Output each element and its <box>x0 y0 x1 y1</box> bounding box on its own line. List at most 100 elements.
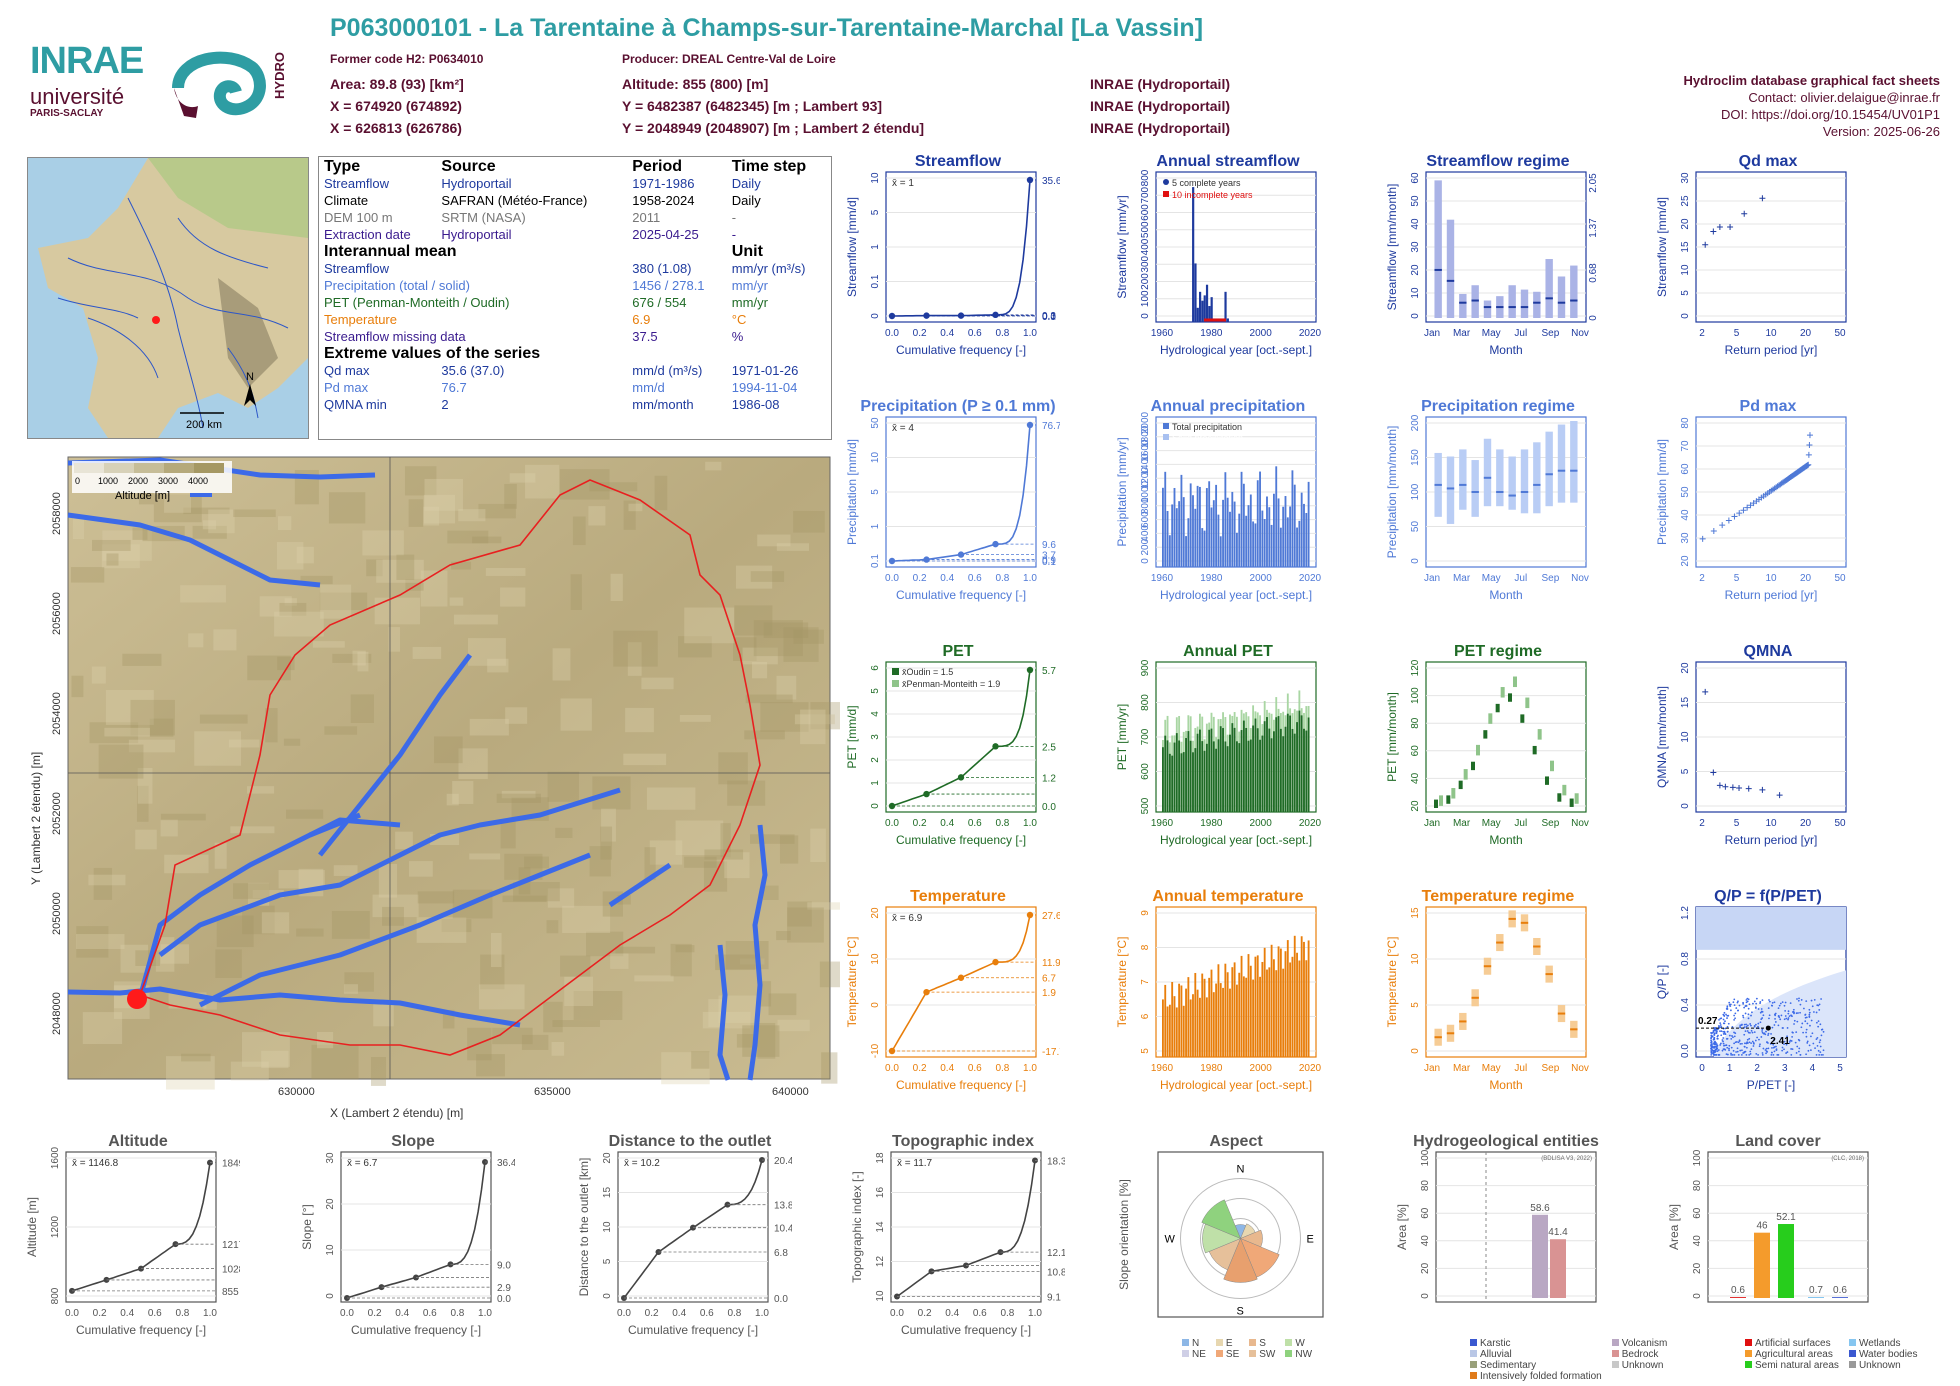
cell: Hydroportail <box>441 176 512 191</box>
terrain-patch <box>552 648 571 681</box>
qp-point <box>1751 1011 1753 1014</box>
terrain-patch <box>776 675 797 700</box>
xtick: 0.0 <box>890 1308 904 1319</box>
qp-point <box>1734 1012 1737 1015</box>
qp-point <box>1753 1031 1756 1034</box>
ytick: 20 <box>870 907 881 919</box>
terrain-patch <box>501 790 536 799</box>
ytick: 800 <box>1140 497 1151 514</box>
qp-point <box>1796 1045 1799 1048</box>
terrain-patch <box>555 827 573 839</box>
annual_temp-bar <box>1252 979 1255 1057</box>
terrain-patch <box>228 739 260 748</box>
qp-point <box>1728 1047 1730 1050</box>
pdmax-title: Pd max <box>1740 398 1797 415</box>
ytick: 60 <box>1680 463 1691 475</box>
qp-point <box>1773 1013 1776 1016</box>
terrain-patch <box>451 561 472 570</box>
terrain-patch <box>480 954 505 990</box>
qp-point <box>1817 1049 1820 1052</box>
legend-item: SE <box>1215 1349 1239 1360</box>
legend-label: Unknown <box>1858 1360 1901 1371</box>
qp-point <box>1725 1044 1728 1047</box>
annual_temp-bar <box>1173 996 1176 1057</box>
qp-ylabel: Q/P [-] <box>1655 965 1669 999</box>
qp-point <box>1822 1049 1825 1052</box>
xtick: Sep <box>1542 818 1560 829</box>
precip-mean: x̄ = 4 <box>892 423 914 434</box>
terrain-patch <box>670 943 692 977</box>
slope-chart: Slope Cumulative frequency [-] Slope [°] 0 1… <box>300 1133 515 1337</box>
ytick: 50 <box>1410 521 1421 533</box>
terrain-patch <box>783 627 819 662</box>
annual_precip-bar <box>1182 497 1185 567</box>
terrain-patch <box>352 650 366 666</box>
qp-point <box>1753 1025 1756 1028</box>
qp-point <box>1725 1013 1727 1016</box>
ytick: 1000 <box>1140 480 1151 503</box>
qp-point <box>1808 1008 1811 1011</box>
annual_precip-bar <box>1303 503 1305 567</box>
pet_regime-oudin-box <box>1434 799 1438 808</box>
legend-swatch <box>1470 1339 1477 1346</box>
qdmax-point <box>1741 210 1748 217</box>
terrain-patch <box>164 488 191 513</box>
legend-item: Alluvial <box>1470 1349 1602 1360</box>
terrain-patch <box>404 466 437 496</box>
annual_streamflow-bar <box>1224 291 1227 322</box>
xtick: 0.6 <box>968 573 982 584</box>
temp-ylabel: Temperature [°C] <box>845 937 859 1028</box>
annual_precip-bar <box>1273 493 1275 567</box>
annual_temp-bar <box>1208 977 1211 1057</box>
pet-chart: PET Cumulative frequency [-] PET [mm/d] 0 1 2… <box>845 643 1056 847</box>
qp-point <box>1777 1007 1780 1010</box>
header-right: Hydroclim database graphical fact sheets… <box>1684 72 1940 140</box>
cell: 1971-1986 <box>632 176 695 191</box>
terrain-patch <box>524 856 549 869</box>
terrain-patch <box>442 1009 455 1029</box>
doi[interactable]: DOI: https://doi.org/10.15454/UV01P1 <box>1721 107 1940 122</box>
distance-right-label: 10.4 <box>774 1224 792 1235</box>
annual_temp-bar <box>1247 954 1250 1057</box>
qp-point <box>1757 1025 1759 1028</box>
xtick: Sep <box>1542 328 1560 339</box>
terrain-patch <box>405 578 424 591</box>
cell: - <box>731 227 737 242</box>
qdmax-ylabel: Streamflow [mm/d] <box>1655 197 1669 297</box>
annual_precip-bar <box>1212 500 1215 567</box>
ytick: 1 <box>870 523 881 529</box>
qp-point <box>1818 1003 1821 1006</box>
pet-ylabel: PET [mm/d] <box>845 705 859 768</box>
annual_pet-bar <box>1182 752 1185 812</box>
temp-frame <box>885 906 1037 1058</box>
distance-xlabel: Cumulative frequency [-] <box>628 1323 758 1337</box>
ytick: 600 <box>1140 763 1151 780</box>
qp-point <box>1815 1011 1818 1014</box>
legend-label: Agricultural areas <box>1755 1349 1833 1360</box>
annual_precip-bar <box>1168 535 1171 567</box>
annual_pet-bar <box>1168 753 1171 812</box>
contact[interactable]: Contact: olivier.delaigue@inrae.fr <box>1748 90 1940 105</box>
legend-swatch <box>1470 1350 1477 1357</box>
terrain-patch <box>241 1032 290 1067</box>
terrain-patch <box>615 946 656 954</box>
ytick: 200 <box>1410 414 1421 431</box>
annual_temp-bar <box>1284 951 1287 1057</box>
pet_regime-title: PET regime <box>1454 643 1542 660</box>
qp-point <box>1724 1048 1727 1051</box>
xtick: 0.8 <box>1000 1308 1014 1319</box>
qp-point <box>1810 1019 1813 1022</box>
qp-point <box>1804 1014 1807 1016</box>
qp-point <box>1761 1030 1764 1032</box>
qp-point <box>1807 1049 1810 1052</box>
qp-point <box>1727 1022 1730 1025</box>
xtick: 0.8 <box>995 1063 1009 1074</box>
pdmax-point <box>1736 510 1743 517</box>
terrain-patch <box>588 506 606 526</box>
xtick: 1980 <box>1200 1063 1223 1074</box>
altitude-chart: Altitude Cumulative frequency [-] Altitude… <box>25 1133 240 1337</box>
cell: Daily <box>731 176 761 191</box>
pdmax-point <box>1699 535 1706 542</box>
ytick: 600 <box>1140 511 1151 528</box>
ytick: 20 <box>1692 1262 1703 1274</box>
